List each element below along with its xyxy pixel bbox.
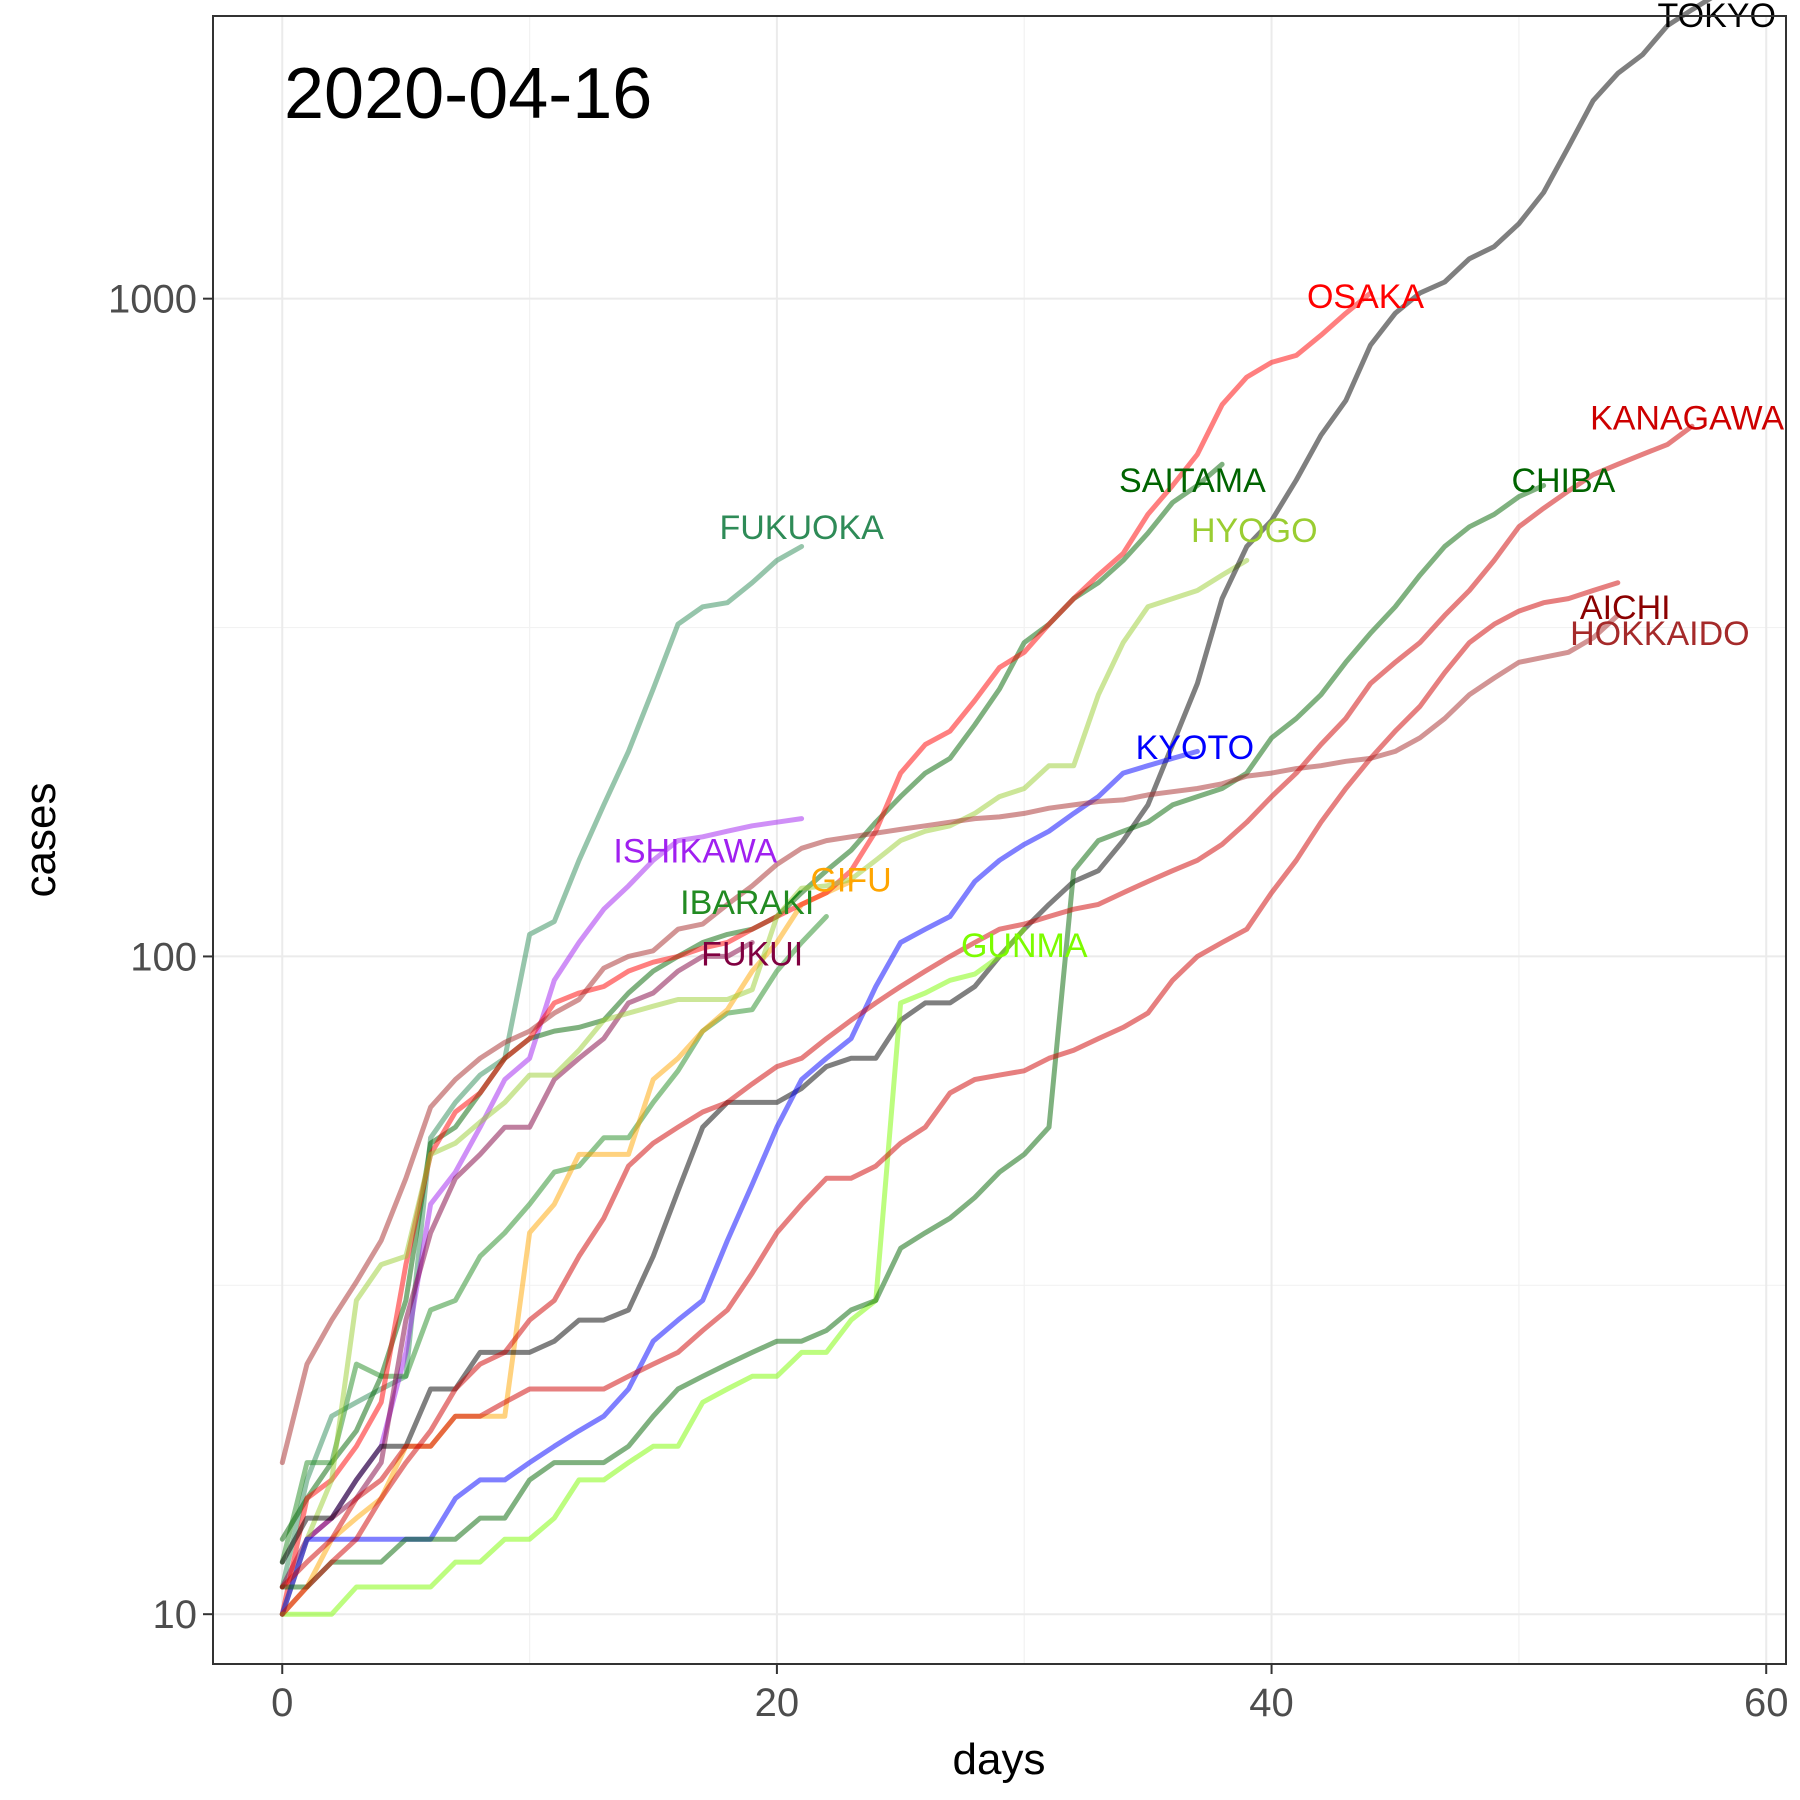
series-label-hokkaido: HOKKAIDO [1570,615,1749,653]
series-layer [279,0,1713,1617]
series-label-saitama: SAITAMA [1119,462,1266,500]
series-label-kyoto: KYOTO [1136,729,1254,767]
y-tick-label: 10 [153,1593,198,1637]
series-label-kanagawa: KANAGAWA [1590,399,1784,437]
x-tick-label: 0 [271,1681,293,1725]
series-line-kanagawa [279,423,1695,1617]
series-line-ibaraki [279,914,829,1565]
y-tick-label: 100 [130,935,197,979]
series-line-hokkaido [279,612,1621,1466]
y-axis-title: cases [16,783,65,898]
series-labels: TOKYO OSAKA KANAGAWA SAITAMA CHIBA FUKUOKA HYO… [613,0,1784,974]
plot-panel-border [212,15,1787,1665]
series-line-osaka [279,290,1373,1617]
series-label-gunma: GUNMA [961,927,1088,965]
x-axis-title: days [953,1735,1046,1784]
series-label-fukui: FUKUI [701,936,803,974]
date-annotation: 2020-04-16 [284,54,652,134]
x-tick-label: 20 [755,1681,800,1725]
series-label-aichi: AICHI [1580,589,1671,627]
series-label-chiba: CHIBA [1511,462,1615,500]
series-label-osaka: OSAKA [1307,278,1424,316]
y-tick-label: 1000 [108,278,197,322]
series-label-ishikawa: ISHIKAWA [613,832,777,870]
axis-ticks: 0 20 40 60 10 100 1000 [108,278,1788,1725]
series-line-hyogo [279,557,1250,1617]
x-tick-label: 60 [1744,1681,1789,1725]
series-line-fukuoka [279,544,805,1590]
series-label-hyogo: HYOGO [1191,512,1318,550]
series-label-fukuoka: FUKUOKA [719,509,884,547]
series-label-gifu: GIFU [810,861,891,899]
series-line-gunma [279,926,1027,1617]
series-line-chiba [279,483,1547,1590]
x-tick-label: 40 [1249,1681,1294,1725]
series-label-tokyo: TOKYO [1658,0,1776,35]
series-line-kyoto [279,748,1200,1617]
grid [213,16,1786,1664]
series-label-ibaraki: IBARAKI [680,884,814,922]
series-line-aichi [279,580,1621,1590]
